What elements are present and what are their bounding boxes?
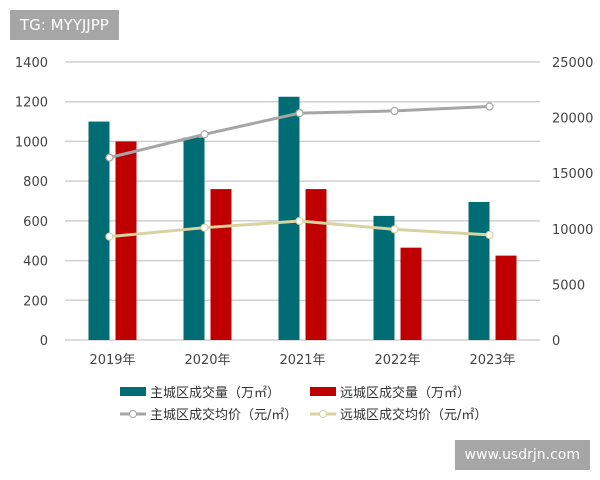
left-tick-label: 1200 [15,96,48,111]
left-tick-label: 200 [23,294,48,309]
bar-far [400,247,422,340]
legend-label: 主城区成交均价（元/㎡） [150,407,297,423]
data-point [105,153,114,162]
left-tick-label: 0 [40,334,48,349]
legend-swatch [120,387,146,396]
data-point [390,106,399,116]
left-tick-label: 400 [23,255,48,270]
x-tick-label: 2020年 [184,353,230,368]
left-tick-label: 800 [23,175,48,190]
legend-swatch [310,387,336,396]
data-point [485,230,494,240]
data-point [295,216,304,226]
data-point [390,225,399,234]
left-tick-label: 1400 [15,56,48,71]
data-point [295,109,304,118]
right-tick-label: 20000 [552,112,593,127]
left-tick-label: 600 [23,215,48,230]
right-tick-label: 0 [552,334,560,349]
bar-far [495,255,517,340]
website-tag: www.usdrjn.com [454,440,590,470]
data-point [485,102,494,111]
bar-far [210,189,232,340]
left-tick-label: 1000 [15,135,48,150]
x-tick-label: 2021年 [279,353,325,368]
data-point [105,232,114,241]
data-point [200,223,209,232]
bar-main [183,137,205,340]
bar-far [305,189,327,340]
watermark-tag: TG: MYYJJPP [10,10,119,40]
bar-main [88,121,110,340]
right-tick-label: 10000 [552,223,593,238]
bar-main [278,96,300,340]
right-tick-label: 25000 [552,56,593,71]
bar-main [373,215,395,340]
data-point [200,130,209,139]
bar-far [115,141,137,340]
x-tick-label: 2022年 [374,353,420,368]
legend-label: 远城区成交均价（元/㎡） [340,407,487,423]
right-tick-label: 5000 [552,278,585,293]
legend-marker [129,410,137,418]
right-tick-label: 15000 [552,167,593,182]
legend-label: 主城区成交量（万㎡） [150,385,280,401]
legend-marker [319,410,327,418]
bar-main [468,201,490,340]
legend-label: 远城区成交量（万㎡） [340,385,470,401]
x-tick-label: 2019年 [89,353,135,368]
x-tick-label: 2023年 [469,353,515,368]
